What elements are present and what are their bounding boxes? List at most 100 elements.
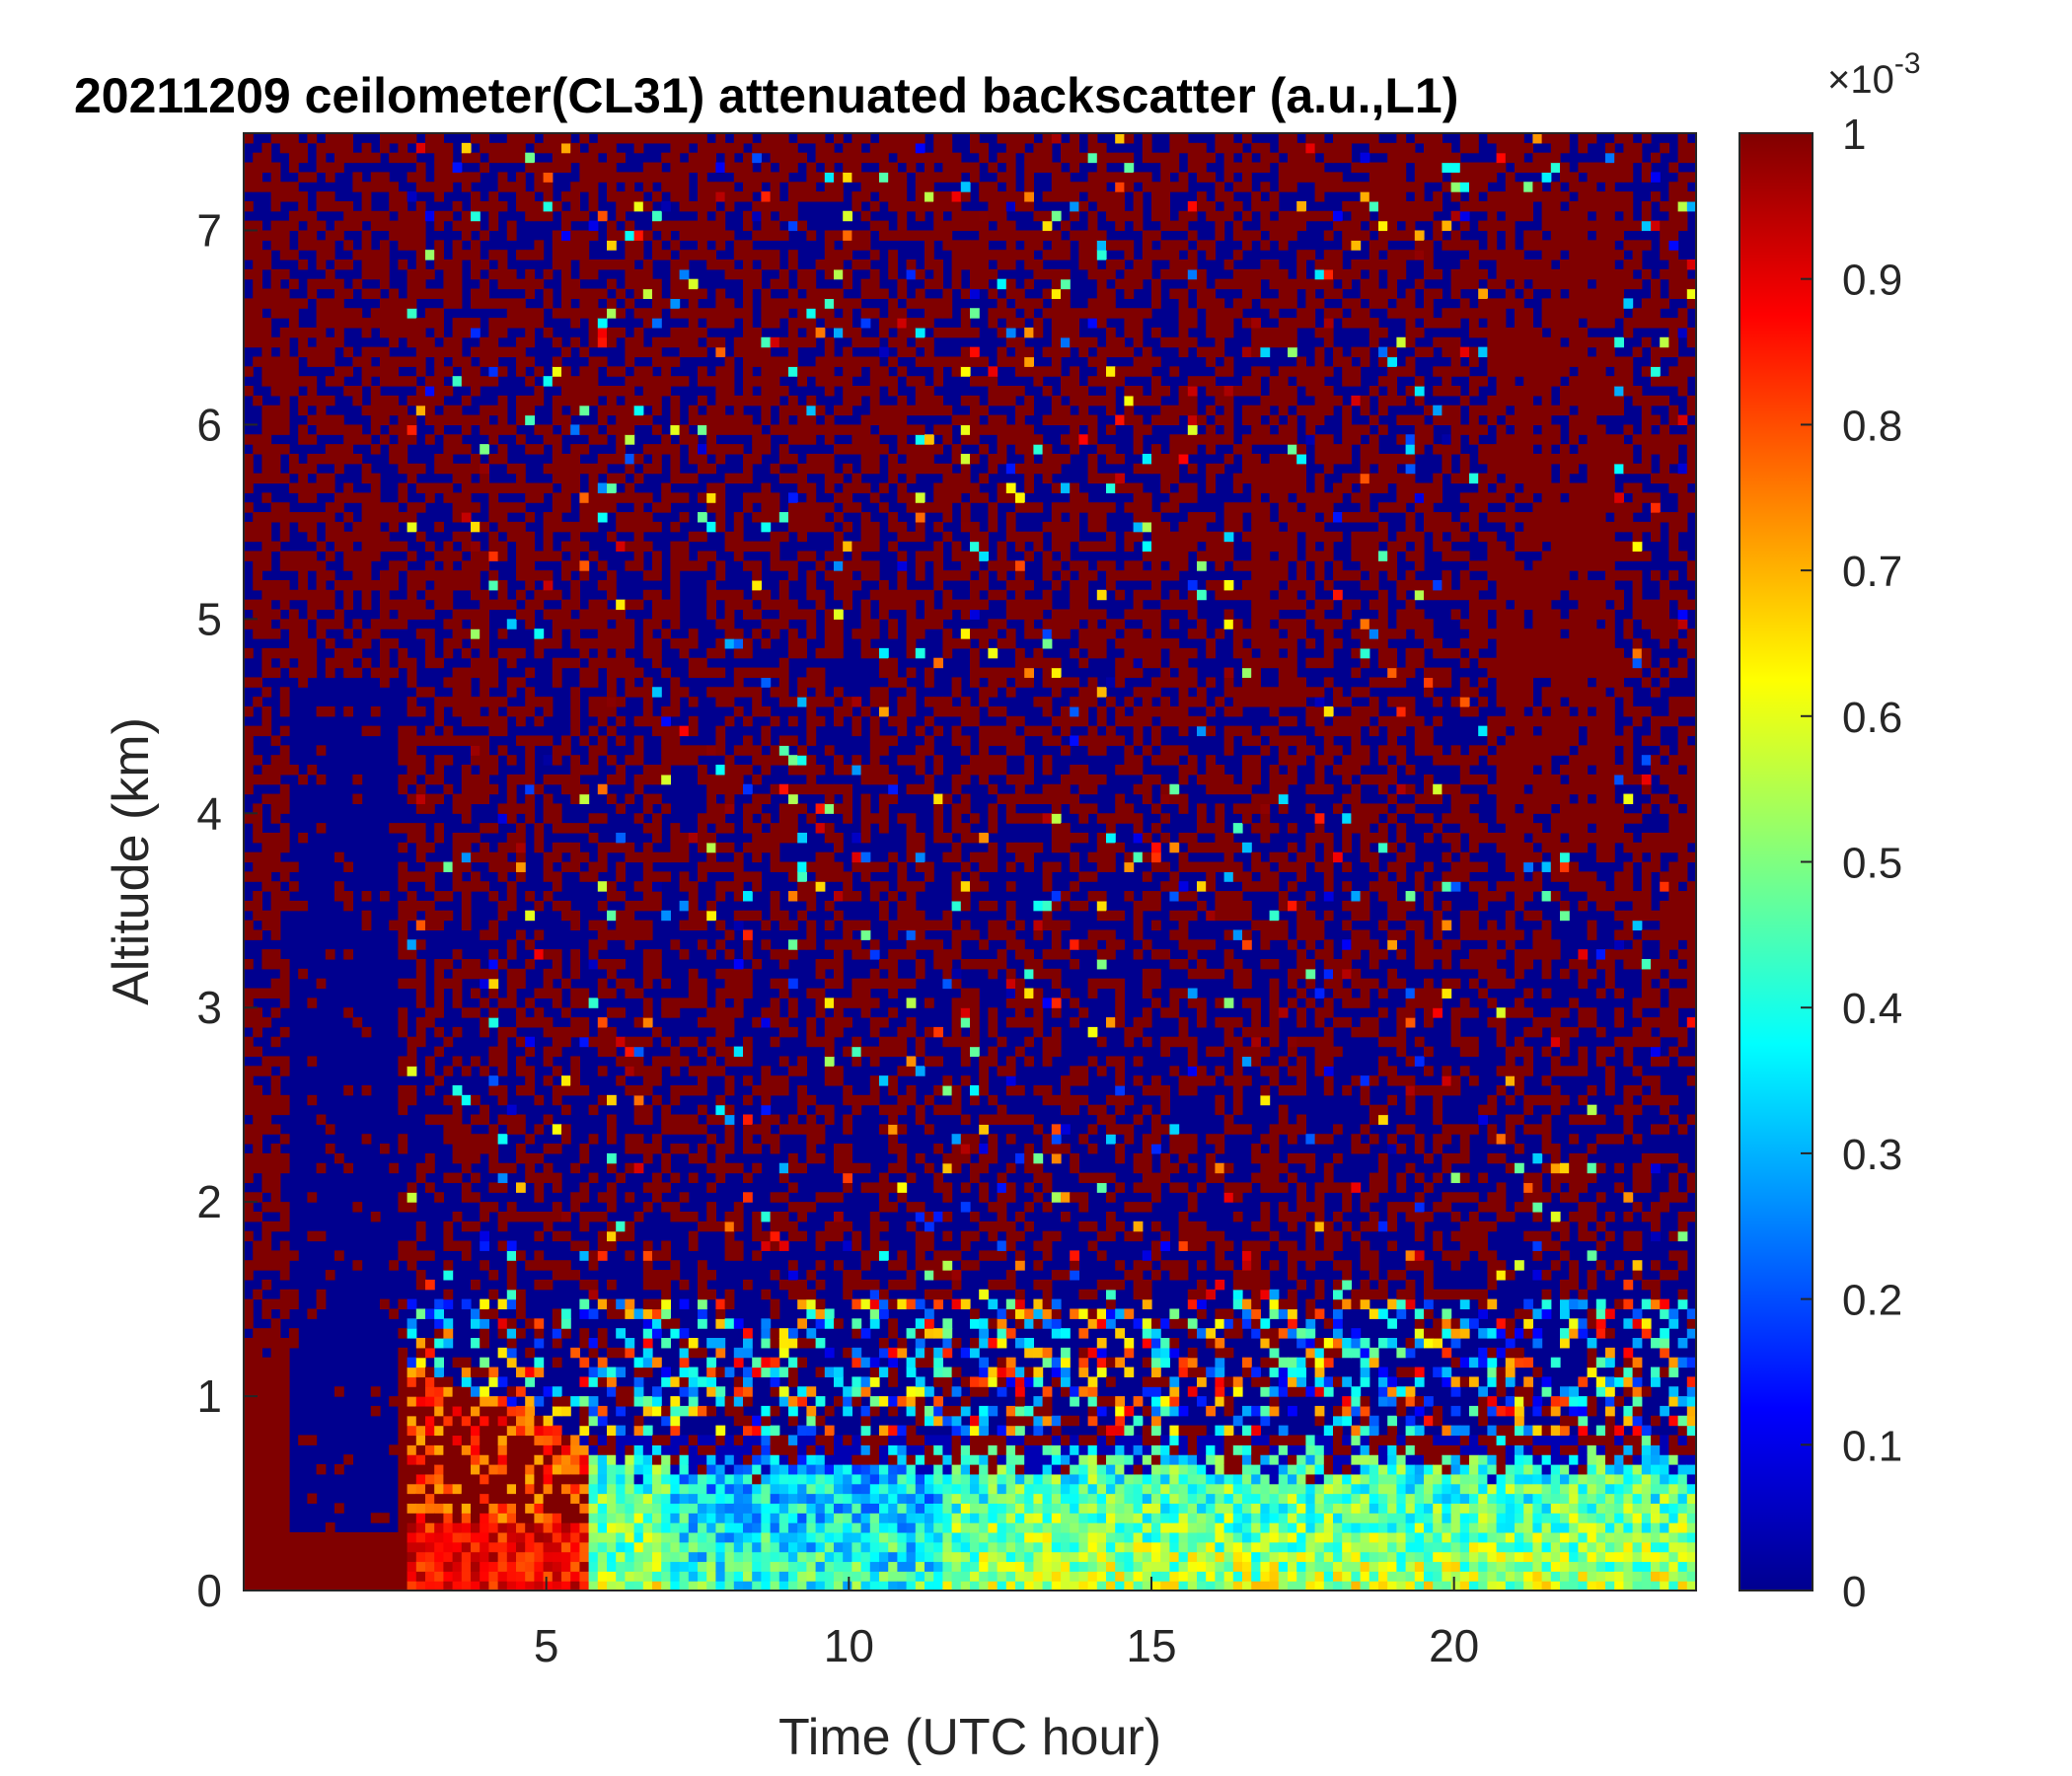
heatmap-cell bbox=[761, 1337, 772, 1349]
heatmap-cell bbox=[270, 988, 281, 999]
heatmap-cell bbox=[616, 861, 626, 872]
heatmap-cell bbox=[597, 1522, 608, 1533]
heatmap-cell bbox=[698, 1513, 707, 1523]
heatmap-cell bbox=[670, 172, 681, 183]
heatmap-cell bbox=[480, 715, 489, 727]
heatmap-cell bbox=[706, 1036, 716, 1048]
heatmap-cell bbox=[425, 871, 435, 882]
heatmap-cell bbox=[407, 765, 417, 776]
heatmap-cell bbox=[752, 1561, 762, 1572]
heatmap-cell bbox=[534, 783, 545, 795]
heatmap-cell bbox=[398, 1405, 408, 1417]
heatmap-cell bbox=[770, 1230, 780, 1242]
heatmap-cell bbox=[715, 182, 726, 192]
heatmap-cell bbox=[452, 1396, 463, 1407]
heatmap-cell bbox=[733, 142, 744, 154]
heatmap-cell bbox=[407, 1483, 417, 1495]
heatmap-cell bbox=[334, 366, 344, 377]
heatmap-cell bbox=[461, 813, 472, 824]
heatmap-cell bbox=[679, 230, 690, 241]
heatmap-cell bbox=[552, 842, 562, 853]
heatmap-cell bbox=[633, 560, 644, 571]
heatmap-cell bbox=[415, 1270, 426, 1281]
heatmap-cell bbox=[652, 250, 662, 260]
heatmap-cell bbox=[715, 1114, 726, 1125]
heatmap-cell bbox=[715, 366, 726, 377]
heatmap-cell bbox=[607, 1036, 617, 1048]
heatmap-cell bbox=[570, 1270, 580, 1281]
heatmap-cell bbox=[752, 803, 762, 814]
heatmap-cell bbox=[778, 1347, 789, 1359]
heatmap-cell bbox=[778, 336, 789, 348]
heatmap-cell bbox=[688, 998, 699, 1008]
heatmap-cell bbox=[806, 813, 817, 824]
heatmap-cell bbox=[352, 1017, 363, 1028]
heatmap-cell bbox=[579, 1531, 590, 1543]
heatmap-cell bbox=[761, 1367, 772, 1377]
heatmap-cell bbox=[761, 1581, 772, 1591]
heatmap-cell bbox=[370, 473, 381, 484]
heatmap-cell bbox=[497, 1396, 508, 1407]
heatmap-cell bbox=[279, 1202, 290, 1213]
heatmap-cell bbox=[253, 1337, 262, 1349]
heatmap-cell bbox=[425, 308, 435, 319]
heatmap-cell bbox=[670, 356, 681, 367]
heatmap-cell bbox=[597, 162, 608, 173]
heatmap-cell bbox=[415, 182, 426, 192]
heatmap-cell bbox=[679, 1328, 690, 1339]
heatmap-cell bbox=[270, 1250, 281, 1261]
heatmap-cell bbox=[588, 1561, 599, 1572]
heatmap-cell bbox=[261, 1513, 272, 1523]
heatmap-cell bbox=[761, 298, 772, 309]
heatmap-cell bbox=[679, 1513, 690, 1523]
heatmap-cell bbox=[688, 1551, 699, 1563]
heatmap-cell bbox=[389, 395, 399, 407]
heatmap-cell bbox=[244, 482, 254, 493]
heatmap-cell bbox=[471, 1192, 481, 1203]
heatmap-cell bbox=[797, 182, 807, 192]
heatmap-cell bbox=[480, 735, 489, 746]
heatmap-cell bbox=[525, 1444, 535, 1455]
heatmap-cell bbox=[642, 1503, 653, 1514]
heatmap-cell bbox=[561, 1541, 571, 1553]
heatmap-cell bbox=[307, 278, 318, 290]
heatmap-cell bbox=[461, 1425, 472, 1437]
heatmap-cell bbox=[389, 298, 399, 309]
heatmap-cell bbox=[261, 453, 272, 465]
heatmap-cell bbox=[325, 705, 335, 717]
heatmap-cell bbox=[270, 978, 281, 990]
heatmap-cell bbox=[415, 482, 426, 493]
heatmap-cell bbox=[253, 531, 262, 543]
heatmap-cell bbox=[543, 609, 554, 620]
heatmap-cell bbox=[761, 1493, 772, 1504]
heatmap-cell bbox=[770, 133, 780, 144]
heatmap-cell bbox=[770, 502, 780, 513]
heatmap-cell bbox=[525, 793, 535, 805]
heatmap-cell bbox=[806, 1124, 817, 1135]
heatmap-cell bbox=[616, 1172, 626, 1184]
heatmap-cell bbox=[715, 697, 726, 707]
heatmap-cell bbox=[279, 900, 290, 912]
heatmap-cell bbox=[506, 881, 517, 892]
heatmap-cell bbox=[516, 551, 526, 561]
heatmap-cell bbox=[570, 920, 580, 931]
heatmap-cell bbox=[633, 240, 644, 251]
heatmap-cell bbox=[752, 356, 762, 367]
heatmap-cell bbox=[688, 1463, 699, 1475]
heatmap-cell bbox=[443, 1415, 454, 1427]
heatmap-cell bbox=[652, 638, 662, 649]
heatmap-cell bbox=[370, 1541, 381, 1553]
heatmap-cell bbox=[652, 900, 662, 912]
heatmap-cell bbox=[398, 1094, 408, 1106]
heatmap-cell bbox=[488, 968, 499, 980]
heatmap-cell bbox=[788, 1328, 798, 1339]
heatmap-cell bbox=[670, 1144, 681, 1154]
heatmap-cell bbox=[525, 939, 535, 950]
heatmap-cell bbox=[679, 1376, 690, 1387]
heatmap-cell bbox=[588, 1396, 599, 1407]
heatmap-cell bbox=[652, 1318, 662, 1329]
heatmap-cell bbox=[688, 346, 699, 358]
heatmap-cell bbox=[497, 1026, 508, 1038]
heatmap-cell bbox=[797, 1444, 807, 1455]
heatmap-cell bbox=[425, 318, 435, 329]
